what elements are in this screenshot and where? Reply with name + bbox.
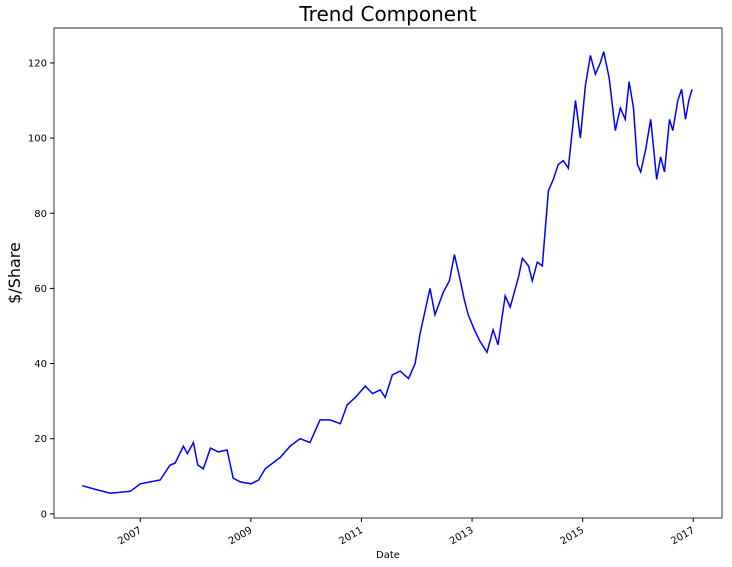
y-tick-label: 60: [34, 284, 47, 295]
x-tick-label: 2015: [559, 525, 587, 547]
x-tick-label: 2013: [448, 525, 476, 547]
line: [81, 51, 693, 494]
y-tick-label: 20: [34, 434, 47, 445]
x-tick-label: 2011: [337, 525, 365, 547]
y-axis-label: $/Share: [5, 242, 24, 304]
x-tick-label: 2007: [116, 525, 144, 547]
y-tick-label: 0: [41, 509, 47, 520]
plot-frame: [53, 27, 723, 519]
chart-title: Trend Component: [298, 2, 476, 26]
y-tick-label: 80: [34, 209, 47, 220]
y-tick-label: 120: [28, 58, 47, 69]
y-tick-label: 40: [34, 359, 47, 370]
x-tick-label: 2009: [227, 525, 255, 547]
x-axis-label: Date: [376, 550, 400, 561]
x-tick-label: 2017: [669, 525, 697, 547]
y-tick-label: 100: [28, 134, 47, 145]
